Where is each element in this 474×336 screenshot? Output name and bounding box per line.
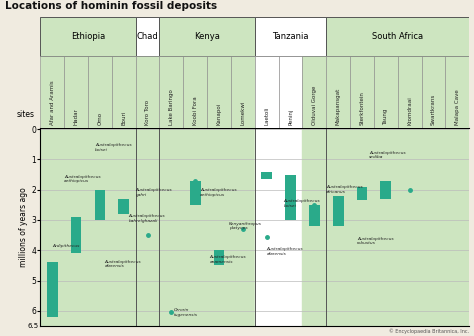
Bar [64,128,88,326]
Bar [47,262,57,317]
Bar [118,199,129,214]
Bar [159,17,255,56]
Bar [190,181,201,205]
Text: Australopithecus
afarensis: Australopithecus afarensis [105,260,141,268]
Bar [398,128,421,326]
Bar [231,128,255,326]
Text: Australopithecus
robustus: Australopithecus robustus [357,237,394,246]
Bar [374,128,398,326]
Bar [94,190,105,220]
Bar [326,128,350,326]
Text: Hadar: Hadar [73,109,79,125]
Bar [231,56,255,128]
Text: Makapansgat: Makapansgat [336,88,341,125]
Y-axis label: millions of years ago: millions of years ago [19,187,28,267]
Bar [309,205,320,226]
Text: South Africa: South Africa [372,32,423,41]
Text: Kanapoi: Kanapoi [217,103,221,125]
Text: Lake Baringo: Lake Baringo [169,90,174,125]
Text: Kenyanthropus
platyops: Kenyanthropus platyops [228,222,262,230]
Text: Koobi Fora: Koobi Fora [193,97,198,125]
Bar [255,17,326,56]
Bar [326,56,350,128]
Bar [159,128,183,326]
Text: Australopithecus
gahri: Australopithecus gahri [136,188,172,197]
Text: Sterkfontein: Sterkfontein [359,92,365,125]
Bar [261,172,272,179]
Text: Australopithecus
boisei: Australopithecus boisei [95,143,132,152]
Text: Orrorin
tugenensis: Orrorin tugenensis [174,308,198,317]
Text: Australopithecus
africanus: Australopithecus africanus [326,185,363,194]
Text: 6.5: 6.5 [27,323,38,329]
Text: Tanzania: Tanzania [272,32,309,41]
Text: Taung: Taung [383,109,388,125]
Text: sites: sites [16,110,34,119]
Bar [350,56,374,128]
Bar [255,128,279,326]
Bar [136,17,159,56]
Text: Omo: Omo [97,112,102,125]
Text: Kenya: Kenya [194,32,220,41]
Text: Locations of hominin fossil deposits: Locations of hominin fossil deposits [5,1,217,11]
Bar [88,56,112,128]
Bar [183,56,207,128]
Bar [279,128,302,326]
Bar [398,56,421,128]
Bar [112,56,136,128]
Bar [421,56,446,128]
Bar [326,17,469,56]
Bar [64,56,88,128]
Bar [374,56,398,128]
Bar [302,56,326,128]
Text: Swartkrans: Swartkrans [431,94,436,125]
Bar [183,128,207,326]
Text: Ethiopia: Ethiopia [71,32,105,41]
Text: Afar and Aramis: Afar and Aramis [50,81,55,125]
Text: Australopithecus
afarensis: Australopithecus afarensis [267,248,303,256]
Bar [40,128,64,326]
Bar [88,128,112,326]
Text: Peninj: Peninj [288,109,293,125]
Bar [71,217,82,253]
Text: Australopithecus
aethiopicus: Australopithecus aethiopicus [200,188,237,197]
Bar [279,56,302,128]
Text: Lomekwi: Lomekwi [240,101,246,125]
Bar [136,128,159,326]
Bar [255,56,279,128]
Bar [214,250,224,265]
Text: Laetoli: Laetoli [264,107,269,125]
Text: Australopithecus
anamensis: Australopithecus anamensis [210,255,246,264]
Bar [136,56,159,128]
Bar [207,56,231,128]
Text: Australopithecus
bahrelghazali: Australopithecus bahrelghazali [128,214,165,223]
Bar [446,56,469,128]
Text: Australopithecus
boisei: Australopithecus boisei [283,199,320,208]
Bar [159,56,183,128]
Bar [421,128,446,326]
Text: Australopithecus
sediba: Australopithecus sediba [369,151,406,159]
Text: Kromdraai: Kromdraai [407,97,412,125]
Bar [356,187,367,200]
Bar [112,128,136,326]
Bar [40,17,136,56]
Text: Australopithecus
aethiopicus: Australopithecus aethiopicus [64,175,101,183]
Bar [446,128,469,326]
Bar [302,128,326,326]
Bar [350,128,374,326]
Text: Olduvai Gorge: Olduvai Gorge [312,86,317,125]
Bar [333,196,344,226]
Bar [285,175,296,220]
Text: Chad: Chad [137,32,158,41]
Bar [381,181,391,199]
Text: Koro Toro: Koro Toro [145,100,150,125]
Text: Ardipithecus: Ardipithecus [52,244,80,248]
Bar [207,128,231,326]
Bar [40,56,64,128]
Text: © Encyclopaedia Britannica, Inc.: © Encyclopaedia Britannica, Inc. [389,329,469,334]
Text: Bouri: Bouri [121,111,126,125]
Text: Malapa Cave: Malapa Cave [455,90,460,125]
